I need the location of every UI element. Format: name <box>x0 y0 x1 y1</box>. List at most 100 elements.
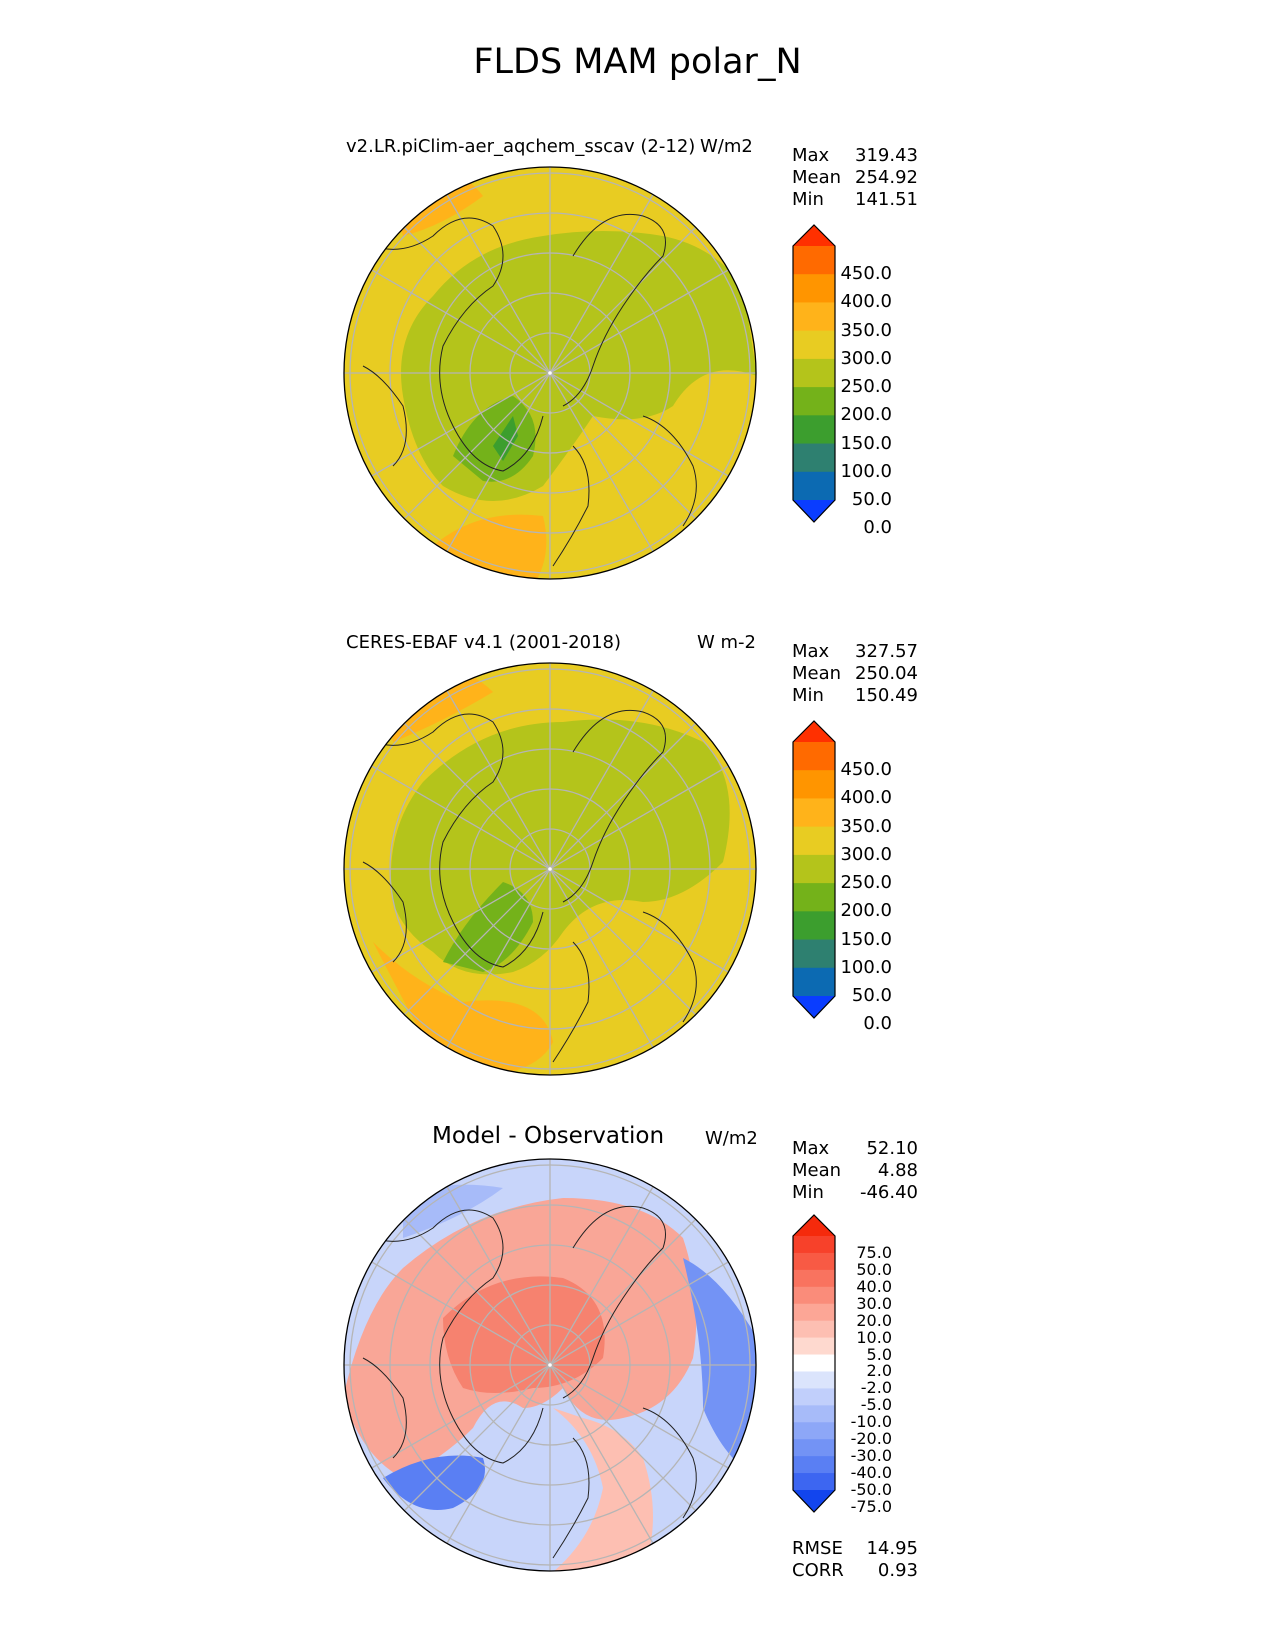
panel1-title: v2.LR.piClim-aer_aqchem_sscav (2-12) <box>346 136 696 157</box>
panel1-polar-map <box>343 166 757 580</box>
panel1-colorbar-extend-top <box>793 225 835 246</box>
panel3-colorbar-box <box>793 1473 835 1491</box>
panel2-polar-map <box>343 662 757 1076</box>
panel2-colorbar-box <box>793 798 835 828</box>
panel3-colorbar-tick-label: 10.0 <box>856 1327 892 1347</box>
panel3-colorbar-tick-label: -20.0 <box>850 1429 892 1449</box>
panel1-colorbar-tick-label: 400.0 <box>840 291 892 313</box>
figure-title: FLDS MAM polar_N <box>473 42 802 82</box>
panel2-colorbar-box <box>793 854 835 884</box>
panel3-colorbar-tick-label: -30.0 <box>850 1446 892 1466</box>
panel3-colorbar-box <box>793 1337 835 1356</box>
panel1-max-value: 319.43 <box>855 145 918 166</box>
panel3-colorbar-box <box>793 1439 835 1457</box>
panel3-colorbar-tick-label: 20.0 <box>856 1310 892 1330</box>
panel1-colorbar-box <box>793 471 835 501</box>
panel1-colorbar-box <box>793 415 835 445</box>
panel2-mean-label: Mean <box>792 663 842 684</box>
panel3-mean-label: Mean <box>792 1160 842 1181</box>
panel1-max-label: Max <box>792 145 830 166</box>
panel2-green-region <box>391 719 730 975</box>
panel3-colorbar-box <box>793 1236 835 1254</box>
panel1-dark-green-region <box>453 396 536 482</box>
panel3-colorbar-box <box>793 1320 835 1339</box>
panel3-colorbar-tick-label: 5.0 <box>866 1344 892 1364</box>
panel1-colorbar-tick-label: 350.0 <box>840 319 892 341</box>
panel3-colorbar-extend-bottom <box>793 1490 835 1512</box>
panel3-colorbar-tick-label: -2.0 <box>860 1378 892 1398</box>
panel1-mean-value: 254.92 <box>855 167 918 188</box>
panel3-title: Model - Observation <box>432 1123 665 1149</box>
panel3-min-label: Min <box>792 1182 824 1203</box>
panel2-min-label: Min <box>792 685 824 706</box>
panel1-colorbar-box <box>793 330 835 360</box>
panel3-colorbar-tick-label: -75.0 <box>850 1496 892 1516</box>
panel3-corr-value: 0.93 <box>877 1560 918 1581</box>
panel1-colorbar-box <box>793 387 835 416</box>
panel1-units: W/m2 <box>700 136 753 157</box>
panel2-mean-value: 250.04 <box>855 663 918 684</box>
panel2-colorbar-box <box>793 939 835 969</box>
panel3-colorbar-box <box>793 1269 835 1288</box>
panel2-max-label: Max <box>792 641 830 662</box>
panel3-colorbar-tick-label: 40.0 <box>856 1276 892 1296</box>
panel2-colorbar-tick-label: 300.0 <box>840 843 892 865</box>
panel3-weak-positive-region <box>553 1408 653 1571</box>
panel2-colorbar-tick-label: 450.0 <box>840 759 892 781</box>
panel3-corr-label: CORR <box>792 1560 844 1581</box>
panel2-map-border <box>343 662 757 1076</box>
panel3-units: W/m2 <box>705 1128 758 1149</box>
panel3-colorbar-box <box>793 1252 835 1271</box>
panel2-colorbar-tick-label: 100.0 <box>840 956 892 978</box>
panel3-rmse-label: RMSE <box>792 1538 843 1559</box>
panel3-colorbar <box>792 1214 836 1513</box>
panel1-colorbar-tick-label: 0.0 <box>863 517 892 539</box>
panel3-colorbar-tick-label: 2.0 <box>866 1361 892 1381</box>
panel2-colorbar-box <box>793 826 835 856</box>
panel1-colorbar-extend-bottom <box>793 500 835 522</box>
panel3-colorbar-tick-label: -50.0 <box>850 1480 892 1499</box>
panel3-map-border <box>343 1158 757 1572</box>
panel2-colorbar-box <box>793 883 835 912</box>
panel1-map-border <box>343 166 757 580</box>
panel1-colorbar-box <box>793 358 835 388</box>
panel3-colorbar-box <box>793 1371 835 1389</box>
panel1-colorbar-box <box>793 302 835 332</box>
panel2-colorbar-tick-label: 350.0 <box>840 815 892 837</box>
panel1-colorbar <box>792 224 836 523</box>
panel2-units: W m-2 <box>697 632 757 653</box>
panel3-colorbar-tick-label: -10.0 <box>850 1412 892 1432</box>
panel1-colorbar-box <box>793 443 835 473</box>
panel2-colorbar-box <box>793 911 835 941</box>
panel1-colorbar-tick-label: 100.0 <box>840 460 892 482</box>
panel1-darkest-region <box>493 416 518 461</box>
panel1-colorbar-box <box>793 274 835 303</box>
panel2-colorbar-box <box>793 967 835 997</box>
panel2-title: CERES-EBAF v4.1 (2001-2018) <box>346 632 622 653</box>
panel3-colorbar-box <box>793 1405 835 1423</box>
panel3-colorbar-extend-top <box>793 1215 835 1236</box>
panel1-colorbar-tick-label: 150.0 <box>840 432 892 454</box>
panel3-max-value: 52.10 <box>866 1138 918 1159</box>
panel3-colorbar-tick-label: -40.0 <box>850 1463 892 1483</box>
panel3-colorbar-box <box>793 1388 835 1406</box>
panel3-colorbar-box <box>793 1303 835 1322</box>
panel2-colorbar-tick-label: 0.0 <box>863 1013 892 1035</box>
panel3-min-value: -46.40 <box>859 1182 918 1203</box>
panel3-colorbar-box <box>793 1286 835 1305</box>
panel2-colorbar-tick-label: 150.0 <box>840 928 892 950</box>
panel3-mean-value: 4.88 <box>877 1160 918 1181</box>
panel2-max-value: 327.57 <box>855 641 918 662</box>
panel3-colorbar-tick-label: 75.0 <box>856 1242 892 1262</box>
panel3-colorbar-box <box>793 1456 835 1474</box>
panel2-colorbar-box <box>793 770 835 799</box>
panel1-colorbar-tick-label: 200.0 <box>840 404 892 426</box>
panel2-colorbar-tick-label: 200.0 <box>840 900 892 922</box>
panel3-rmse-value: 14.95 <box>866 1538 918 1559</box>
panel1-colorbar-tick-label: 450.0 <box>840 263 892 285</box>
panel1-colorbar-box <box>793 246 835 275</box>
panel1-min-label: Min <box>792 189 824 210</box>
panel2-colorbar-tick-label: 250.0 <box>840 872 892 894</box>
panel3-colorbar-tick-label: -5.0 <box>860 1395 892 1415</box>
panel3-coastlines <box>362 1205 697 1559</box>
